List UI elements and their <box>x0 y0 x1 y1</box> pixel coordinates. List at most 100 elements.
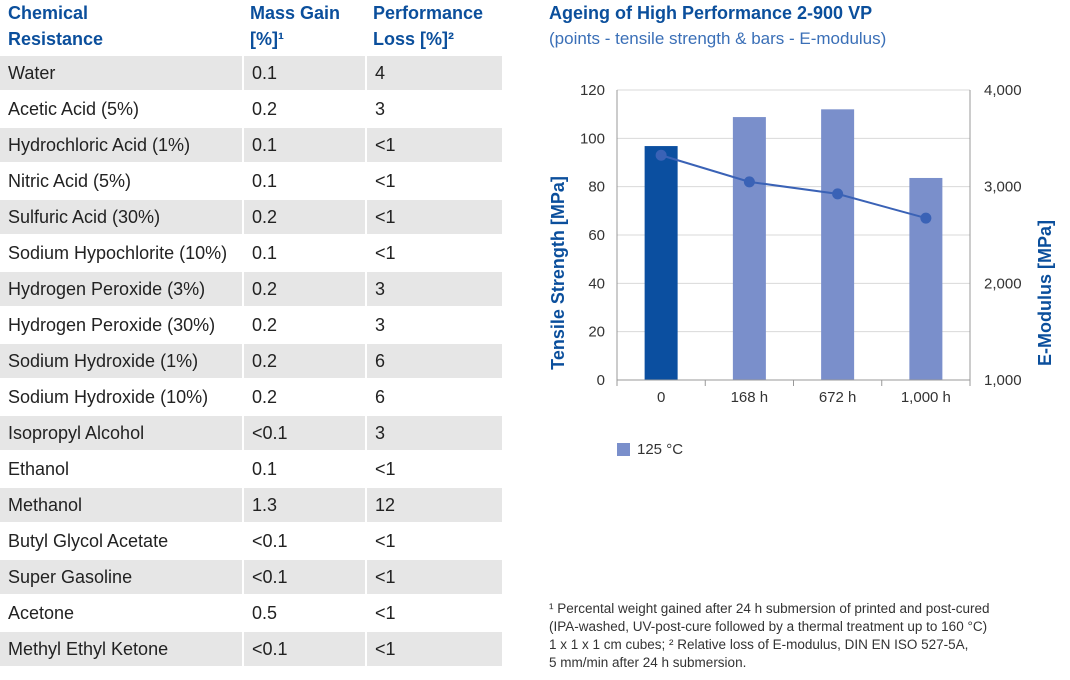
cell-performance-loss: <1 <box>365 632 502 668</box>
table-row: Acetic Acid (5%) 0.2 3 <box>0 92 502 128</box>
cell-performance-loss: 6 <box>365 344 502 380</box>
x-tick-label: 0 <box>657 389 665 406</box>
chart-subtitle: (points - tensile strength & bars - E-mo… <box>549 29 887 48</box>
table-row: Methanol 1.3 12 <box>0 488 502 524</box>
table-row: Sodium Hydroxide (1%) 0.2 6 <box>0 344 502 380</box>
e-modulus-bar <box>732 117 766 381</box>
cell-performance-loss: <1 <box>365 524 502 560</box>
y-left-tick-label: 100 <box>580 130 605 147</box>
y-axis-left-title: Tensile Strength [MPa] <box>548 176 568 370</box>
table-row: Water 0.1 4 <box>0 56 502 92</box>
footnote-line: 1 x 1 x 1 cm cubes; ² Relative loss of E… <box>549 637 969 652</box>
cell-mass-gain: <0.1 <box>242 560 365 596</box>
cell-mass-gain: 0.2 <box>242 380 365 416</box>
header-mass-gain-line-1: Mass Gain <box>250 3 341 23</box>
header-mass-gain: Mass Gain [%]¹ <box>242 0 365 56</box>
cell-chemical: Nitric Acid (5%) <box>0 164 242 200</box>
table-row: Ethanol 0.1 <1 <box>0 452 502 488</box>
table-header-row: Chemical Resistance Mass Gain [%]¹ Perfo… <box>0 0 502 56</box>
cell-mass-gain: 0.5 <box>242 596 365 632</box>
table-row: Acetone 0.5 <1 <box>0 596 502 632</box>
e-modulus-bar <box>821 109 855 381</box>
header-performance-loss-line-2: Loss [%]² <box>373 29 454 49</box>
cell-mass-gain: 0.2 <box>242 200 365 236</box>
cell-chemical: Hydrochloric Acid (1%) <box>0 128 242 164</box>
ageing-chart: 0 20 40 60 80 100 120 1,000 2,000 3,000 4,000 0 168 … <box>548 82 1055 406</box>
cell-performance-loss: <1 <box>365 452 502 488</box>
tensile-strength-point <box>655 149 667 161</box>
tensile-strength-point <box>743 176 755 188</box>
cell-mass-gain: 0.2 <box>242 272 365 308</box>
cell-mass-gain: 0.2 <box>242 92 365 128</box>
e-modulus-bar <box>909 177 943 380</box>
tensile-strength-point <box>920 212 932 224</box>
x-tick-label: 168 h <box>731 389 769 406</box>
y-left-tick-label: 120 <box>580 82 605 99</box>
legend-label: 125 °C <box>637 441 684 458</box>
x-tick-label: 672 h <box>819 389 857 406</box>
cell-performance-loss: 4 <box>365 56 502 92</box>
footnote-line: ¹ Percental weight gained after 24 h sub… <box>549 601 990 616</box>
cell-performance-loss: 3 <box>365 272 502 308</box>
cell-performance-loss: <1 <box>365 164 502 200</box>
cell-mass-gain: <0.1 <box>242 632 365 668</box>
table-row: Methyl Ethyl Ketone <0.1 <1 <box>0 632 502 668</box>
footnote-line: 5 mm/min after 24 h submersion. <box>549 655 747 670</box>
table-row: Sodium Hydroxide (10%) 0.2 6 <box>0 380 502 416</box>
cell-performance-loss: 3 <box>365 92 502 128</box>
cell-performance-loss: <1 <box>365 236 502 272</box>
cell-chemical: Ethanol <box>0 452 242 488</box>
cell-chemical: Sulfuric Acid (30%) <box>0 200 242 236</box>
x-tick-label: 1,000 h <box>901 389 951 406</box>
cell-chemical: Sodium Hydroxide (10%) <box>0 380 242 416</box>
cell-performance-loss: <1 <box>365 560 502 596</box>
header-chemical-line-1: Chemical <box>8 3 89 23</box>
cell-chemical: Acetic Acid (5%) <box>0 92 242 128</box>
cell-chemical: Hydrogen Peroxide (3%) <box>0 272 242 308</box>
y-left-tick-label: 60 <box>588 227 605 244</box>
table-body: Water 0.1 4 Acetic Acid (5%) 0.2 3 Hydrochlori… <box>0 56 502 668</box>
chart-legend: 125 °C <box>617 441 683 458</box>
cell-performance-loss: 3 <box>365 416 502 452</box>
y-left-tick-label: 20 <box>588 324 605 341</box>
cell-chemical: Butyl Glycol Acetate <box>0 524 242 560</box>
chart-title: Ageing of High Performance 2-900 VP <box>549 3 873 23</box>
cell-mass-gain: 0.1 <box>242 164 365 200</box>
footnote-line: (IPA-washed, UV-post-cure followed by a … <box>549 619 988 634</box>
header-performance-loss: Performance Loss [%]² <box>365 0 502 56</box>
y-right-tick-label: 1,000 <box>984 372 1022 389</box>
cell-performance-loss: 6 <box>365 380 502 416</box>
y-left-tick-label: 0 <box>597 372 605 389</box>
footnote: ¹ Percental weight gained after 24 h sub… <box>549 600 1049 672</box>
chemical-resistance-table-wrap: Chemical Resistance Mass Gain [%]¹ Perfo… <box>0 0 502 668</box>
tensile-strength-line <box>655 149 932 224</box>
cell-mass-gain: 0.1 <box>242 452 365 488</box>
table-row: Super Gasoline <0.1 <1 <box>0 560 502 596</box>
tensile-strength-point <box>832 188 844 200</box>
cell-chemical: Isopropyl Alcohol <box>0 416 242 452</box>
e-modulus-bars <box>644 109 943 381</box>
cell-chemical: Sodium Hydroxide (1%) <box>0 344 242 380</box>
y-left-tick-label: 80 <box>588 179 605 196</box>
header-performance-loss-line-1: Performance <box>373 3 484 23</box>
cell-performance-loss: <1 <box>365 128 502 164</box>
cell-mass-gain: 1.3 <box>242 488 365 524</box>
y-right-tick-label: 2,000 <box>984 275 1022 292</box>
cell-mass-gain: <0.1 <box>242 416 365 452</box>
y-right-tick-label: 3,000 <box>984 179 1022 196</box>
cell-chemical: Methanol <box>0 488 242 524</box>
cell-chemical: Hydrogen Peroxide (30%) <box>0 308 242 344</box>
cell-mass-gain: 0.1 <box>242 56 365 92</box>
chemical-resistance-table: Chemical Resistance Mass Gain [%]¹ Perfo… <box>0 0 502 668</box>
cell-performance-loss: 3 <box>365 308 502 344</box>
table-row: Hydrochloric Acid (1%) 0.1 <1 <box>0 128 502 164</box>
cell-performance-loss: <1 <box>365 596 502 632</box>
cell-chemical: Water <box>0 56 242 92</box>
axes <box>616 90 971 386</box>
cell-performance-loss: 12 <box>365 488 502 524</box>
table-row: Nitric Acid (5%) 0.1 <1 <box>0 164 502 200</box>
cell-performance-loss: <1 <box>365 200 502 236</box>
cell-chemical: Methyl Ethyl Ketone <box>0 632 242 668</box>
y-left-tick-label: 40 <box>588 275 605 292</box>
table-row: Sodium Hypochlorite (10%) 0.1 <1 <box>0 236 502 272</box>
